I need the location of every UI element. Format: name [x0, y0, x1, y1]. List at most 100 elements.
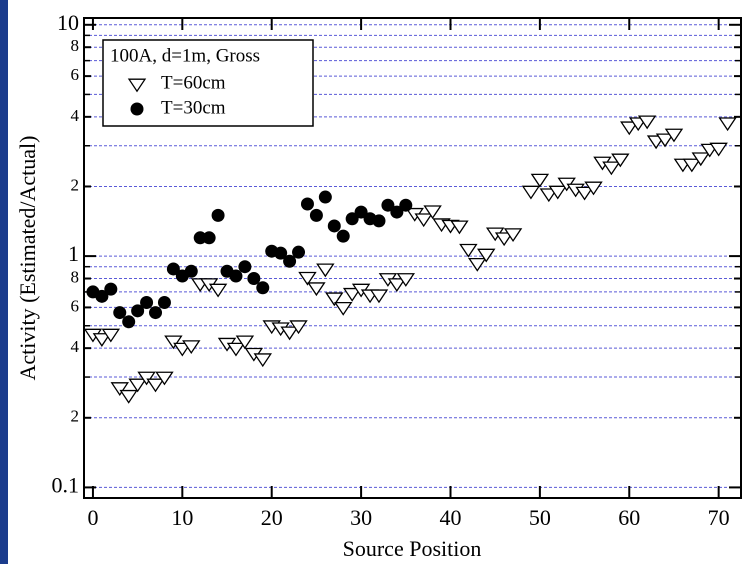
data-point [92, 333, 112, 347]
x-tick-label: 0 [87, 505, 98, 530]
data-point [155, 371, 174, 386]
data-point [166, 262, 180, 276]
data-point [450, 220, 469, 235]
data-point [336, 229, 350, 243]
data-point [387, 278, 407, 293]
data-point [655, 133, 675, 148]
data-point [414, 213, 433, 228]
data-point [300, 197, 314, 211]
data-point [468, 257, 487, 272]
data-point [280, 326, 299, 341]
data-point [119, 389, 138, 404]
data-point [575, 186, 594, 201]
data-point [274, 246, 288, 260]
x-tick-label: 30 [350, 505, 372, 530]
legend-label: T=60cm [161, 72, 226, 93]
data-point [131, 304, 145, 318]
data-point [345, 212, 359, 226]
x-axis-label: Source Position [343, 536, 482, 561]
x-tick-label: 60 [618, 505, 640, 530]
data-point [318, 190, 332, 204]
x-tick-label: 40 [439, 505, 461, 530]
y-tick-label: 4 [71, 337, 80, 356]
legend-marker [127, 78, 147, 93]
data-point [399, 198, 413, 212]
data-point [602, 161, 621, 176]
data-point [372, 214, 386, 228]
plot-frame [83, 17, 742, 499]
data-point [229, 269, 243, 283]
x-tick-label: 20 [261, 505, 283, 530]
data-point [381, 198, 395, 212]
data-point [327, 219, 341, 233]
y-tick-label: 6 [71, 296, 80, 315]
data-point [226, 342, 246, 357]
data-point [682, 158, 702, 173]
data-point [611, 153, 630, 168]
data-point [113, 306, 127, 320]
data-point [157, 296, 171, 310]
data-point [691, 152, 710, 167]
data-point [521, 185, 541, 200]
data-point [584, 181, 603, 196]
data-point [342, 287, 362, 302]
data-point [316, 263, 335, 278]
data-point [95, 289, 109, 303]
data-point [548, 185, 567, 200]
data-point [292, 245, 306, 259]
data-point [202, 231, 216, 245]
data-point [235, 335, 255, 350]
y-tick-label: 0.1 [52, 472, 80, 497]
data-point [247, 272, 261, 286]
data-point [149, 306, 163, 320]
data-point [325, 292, 344, 307]
data-point [718, 117, 737, 132]
data-point [283, 254, 297, 268]
data-point [709, 142, 728, 157]
data-point [137, 371, 156, 386]
data-point [309, 208, 323, 222]
data-point [256, 281, 270, 295]
data-point [664, 128, 684, 143]
data-point [354, 205, 368, 219]
data-point [146, 378, 165, 393]
data-point [494, 232, 514, 247]
data-point [477, 248, 496, 263]
data-point [238, 260, 252, 274]
data-point [110, 382, 129, 397]
data-point [423, 205, 442, 220]
data-point [140, 296, 154, 310]
data-point [182, 340, 201, 355]
data-point [459, 243, 478, 258]
y-tick-label: 8 [71, 36, 80, 55]
data-point [307, 282, 326, 297]
legend-label: T=30cm [161, 97, 226, 118]
y-tick-label: 2 [71, 407, 80, 426]
y-tick-label: 6 [71, 65, 80, 84]
data-point [503, 228, 523, 243]
x-tick-label: 70 [708, 505, 730, 530]
data-point [530, 173, 550, 188]
x-tick-label: 50 [529, 505, 551, 530]
data-point [164, 335, 183, 350]
data-point [396, 273, 416, 287]
legend-title: 100A, d=1m, Gross [110, 45, 260, 66]
data-point [208, 283, 228, 298]
data-point [104, 282, 118, 296]
data-point [211, 208, 225, 222]
data-point [122, 315, 136, 329]
data-point [128, 378, 147, 393]
data-point [298, 271, 317, 286]
data-point [637, 115, 657, 130]
data-point [193, 231, 207, 245]
data-point [289, 320, 308, 335]
data-point [334, 301, 353, 316]
data-point [101, 328, 121, 343]
y-tick-label: 2 [71, 175, 80, 194]
data-point [184, 264, 198, 278]
data-point [620, 121, 639, 136]
y-tick-label: 8 [71, 267, 80, 286]
y-axis-label: Activity (Estimated/Actual) [15, 136, 40, 381]
